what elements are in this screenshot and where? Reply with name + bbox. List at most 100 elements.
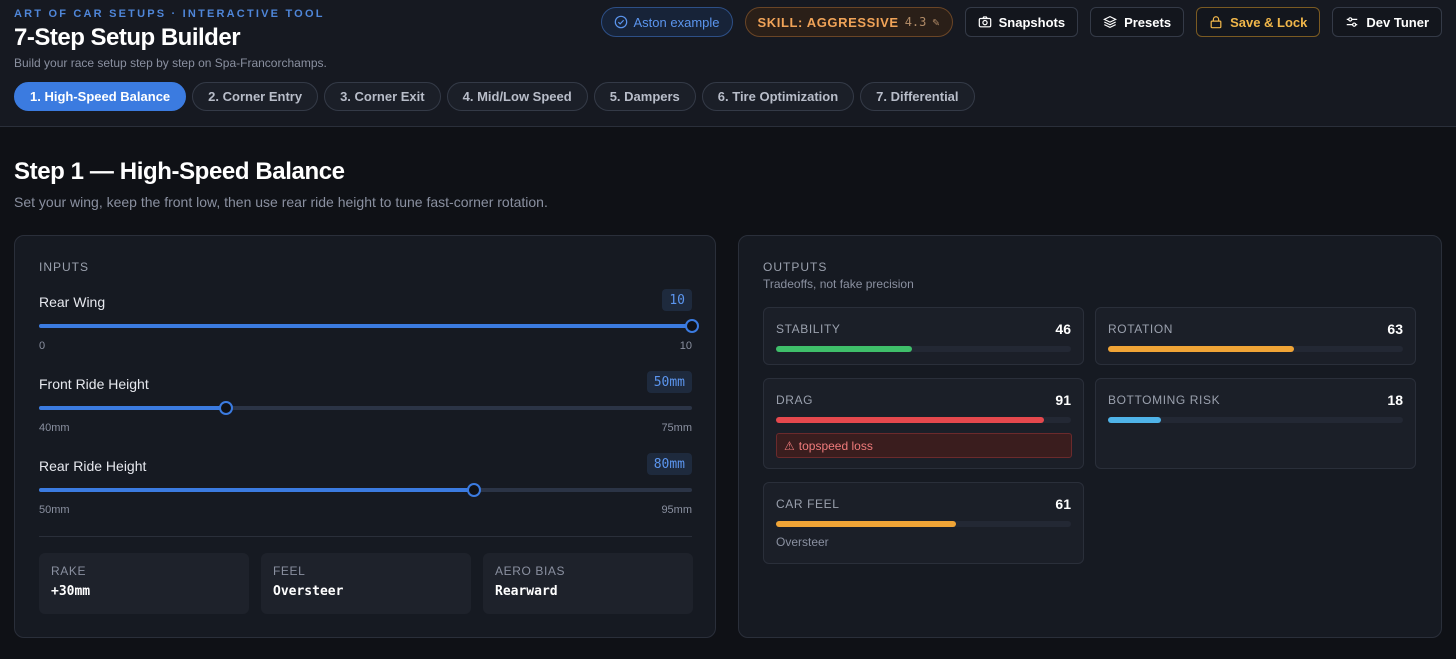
rotation-label: ROTATION (1108, 322, 1174, 336)
aston-example-label: Aston example (633, 14, 720, 30)
rear-wing-slider[interactable] (39, 319, 699, 333)
sliders-icon (1345, 15, 1359, 29)
tab-step-4[interactable]: 4. Mid/Low Speed (446, 82, 588, 111)
presets-button[interactable]: Presets (1090, 7, 1185, 37)
rear-wing-slider-fill (39, 324, 692, 328)
rear-ride-height-slider-thumb[interactable] (467, 483, 482, 497)
car-feel-note: Oversteer (776, 535, 829, 549)
skill-value: 4.3 (904, 15, 927, 29)
aston-example-button[interactable]: Aston example (600, 7, 733, 37)
snapshots-label: Snapshots (998, 14, 1066, 30)
save-lock-button[interactable]: Save & Lock (1196, 7, 1321, 37)
front-ride-height-value: 50mm (646, 371, 692, 393)
outputs-panel: OUTPUTS Tradeoffs, not fake precision ST… (738, 235, 1442, 638)
app-title: 7-Step Setup Builder (14, 24, 241, 51)
rear-ride-height-label: Rear Ride Height (39, 458, 147, 474)
tab-step-6[interactable]: 6. Tire Optimization (701, 82, 855, 111)
car-feel-bar (776, 521, 1071, 527)
rake-card: RAKE +30mm (39, 553, 249, 614)
rotation-metric: ROTATION 63 (1095, 307, 1416, 365)
outputs-subheading: Tradeoffs, not fake precision (763, 277, 914, 291)
drag-metric: DRAG 91 ⚠ topspeed loss (763, 378, 1084, 469)
app-eyebrow: ART OF CAR SETUPS · INTERACTIVE TOOL (14, 8, 325, 20)
feel-label: FEEL (273, 564, 306, 578)
skill-badge-button[interactable]: SKILL: AGGRESSIVE 4.3 ✎ (744, 7, 953, 37)
pencil-icon: ✎ (932, 15, 940, 29)
inputs-heading: INPUTS (39, 260, 90, 274)
check-circle-icon (614, 15, 628, 29)
rake-value: +30mm (51, 584, 91, 599)
snapshots-button[interactable]: Snapshots (964, 7, 1079, 37)
tab-step-5[interactable]: 5. Dampers (593, 82, 696, 111)
rear-ride-height-min: 50mm (39, 504, 70, 516)
inputs-divider (39, 536, 692, 537)
skill-label: SKILL: AGGRESSIVE (757, 14, 899, 30)
rear-ride-height-value: 80mm (646, 453, 692, 475)
warning-icon: ⚠ (784, 438, 795, 453)
front-ride-height-min: 40mm (39, 422, 70, 434)
layers-icon (1103, 15, 1118, 29)
lock-icon (1209, 15, 1223, 29)
bottoming-risk-value: 18 (1387, 392, 1403, 408)
rear-ride-height-slider-fill (39, 488, 475, 492)
presets-label: Presets (1124, 14, 1172, 30)
drag-value: 91 (1055, 392, 1071, 408)
step-description: Set your wing, keep the front low, then … (14, 194, 548, 210)
front-ride-height-slider-thumb[interactable] (218, 401, 233, 415)
aero-bias-card: AERO BIAS Rearward (483, 553, 693, 614)
camera-icon (978, 15, 992, 29)
front-ride-height-slider-fill (39, 406, 226, 410)
bottoming-risk-label: BOTTOMING RISK (1108, 393, 1221, 407)
rear-ride-height-max: 95mm (661, 504, 692, 516)
rear-wing-label: Rear Wing (39, 294, 106, 310)
outputs-heading: OUTPUTS (763, 260, 828, 274)
tab-step-7[interactable]: 7. Differential (860, 82, 975, 111)
car-feel-label: CAR FEEL (776, 497, 840, 511)
front-ride-height-max: 75mm (661, 422, 692, 434)
inputs-panel: INPUTS Rear Wing 10 0 10 Front Ride Heig… (14, 235, 716, 638)
topspeed-warning-text: topspeed loss (798, 438, 873, 453)
bottoming-risk-metric: BOTTOMING RISK 18 (1095, 378, 1416, 469)
rear-wing-slider-thumb[interactable] (685, 319, 699, 333)
front-ride-height-slider[interactable] (39, 401, 692, 415)
rotation-value: 63 (1387, 321, 1403, 337)
drag-label: DRAG (776, 393, 814, 407)
stability-bar-fill (776, 346, 912, 352)
feel-card: FEEL Oversteer (261, 553, 471, 614)
bottoming-risk-bar (1108, 417, 1403, 423)
rotation-bar (1108, 346, 1403, 352)
dev-tuner-button[interactable]: Dev Tuner (1332, 7, 1442, 37)
app-subtitle: Build your race setup step by step on Sp… (14, 56, 327, 70)
car-feel-bar-fill (776, 521, 956, 527)
aero-bias-value: Rearward (495, 584, 558, 599)
step-title: Step 1 — High-Speed Balance (14, 158, 345, 185)
stability-bar (776, 346, 1071, 352)
bottoming-risk-bar-fill (1108, 417, 1162, 423)
save-lock-label: Save & Lock (1230, 14, 1308, 30)
feel-value: Oversteer (273, 584, 344, 599)
drag-bar (776, 417, 1071, 423)
drag-bar-fill (776, 417, 1045, 423)
tab-step-3[interactable]: 3. Corner Exit (324, 82, 441, 111)
stability-metric: STABILITY 46 (763, 307, 1084, 365)
tab-step-2[interactable]: 2. Corner Entry (192, 82, 319, 111)
aero-bias-label: AERO BIAS (495, 564, 566, 578)
car-feel-value: 61 (1055, 496, 1071, 512)
stability-label: STABILITY (776, 322, 841, 336)
dev-tuner-label: Dev Tuner (1366, 14, 1429, 30)
rear-wing-value: 10 (662, 289, 692, 311)
top-bar: ART OF CAR SETUPS · INTERACTIVE TOOL 7-S… (0, 0, 1456, 127)
front-ride-height-label: Front Ride Height (39, 376, 149, 392)
rear-ride-height-slider[interactable] (39, 483, 692, 497)
header-actions: Aston example SKILL: AGGRESSIVE 4.3 ✎ Sn… (600, 7, 1442, 37)
step-tabs: 1. High-Speed Balance 2. Corner Entry 3.… (14, 82, 975, 111)
tab-step-1[interactable]: 1. High-Speed Balance (14, 82, 187, 111)
topspeed-warning: ⚠ topspeed loss (776, 433, 1072, 458)
stability-value: 46 (1055, 321, 1071, 337)
car-feel-metric: CAR FEEL 61 Oversteer (763, 482, 1084, 564)
rear-wing-max: 10 (679, 340, 692, 352)
rear-wing-min: 0 (39, 340, 46, 352)
rotation-bar-fill (1108, 346, 1294, 352)
summary-cards: RAKE +30mm FEEL Oversteer AERO BIAS Rear… (39, 553, 693, 614)
rake-label: RAKE (51, 564, 87, 578)
